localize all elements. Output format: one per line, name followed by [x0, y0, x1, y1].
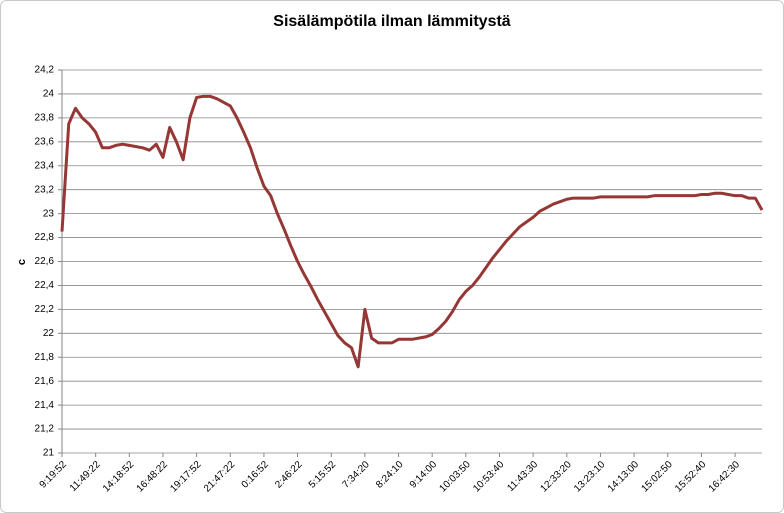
data-line [60, 94, 764, 369]
y-tick-label: 24,2 [35, 65, 55, 76]
y-tick-label: 24 [43, 89, 55, 100]
y-tick-label: 21,2 [35, 424, 55, 435]
y-tick-label: 21 [43, 448, 55, 459]
y-tick-label: 21,6 [35, 376, 55, 387]
y-tick-label: 22,8 [35, 232, 55, 243]
y-tick-label: 21,4 [35, 400, 55, 411]
y-tick-label: 23,6 [35, 136, 55, 147]
y-tick-label: 23,4 [35, 160, 55, 171]
chart-title: Sisälämpötila ilman lämmitystä [273, 13, 511, 30]
y-tick-label: 23 [43, 208, 55, 219]
y-axis-label: c [16, 259, 28, 265]
y-tick-label: 22,2 [35, 304, 55, 315]
y-tick-label: 23,8 [35, 113, 55, 124]
y-tick-label: 22,4 [35, 280, 55, 291]
y-tick-label: 23,2 [35, 184, 55, 195]
y-tick-label: 22,6 [35, 256, 55, 267]
y-tick-label: 22 [43, 328, 55, 339]
y-tick-label: 21,8 [35, 352, 55, 363]
